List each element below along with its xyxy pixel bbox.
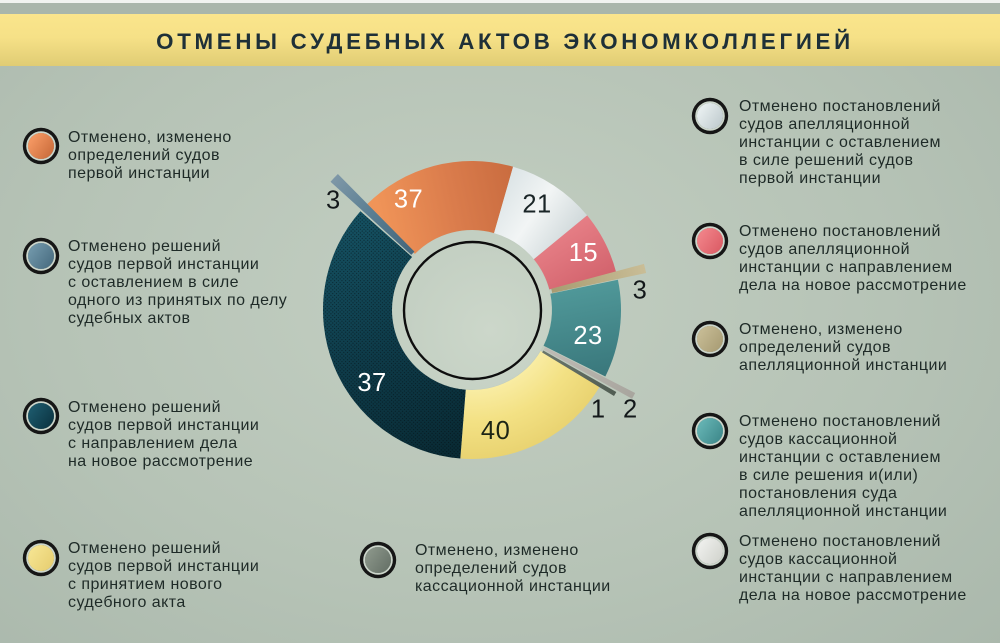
svg-text:1: 1 [591,396,606,424]
svg-text:15: 15 [569,239,598,267]
svg-text:2: 2 [623,396,638,424]
svg-text:3: 3 [326,187,341,215]
svg-text:21: 21 [522,191,551,219]
svg-text:3: 3 [633,277,648,305]
svg-text:37: 37 [357,369,386,397]
svg-text:23: 23 [573,322,602,350]
svg-text:40: 40 [481,417,510,445]
svg-text:37: 37 [394,186,423,214]
